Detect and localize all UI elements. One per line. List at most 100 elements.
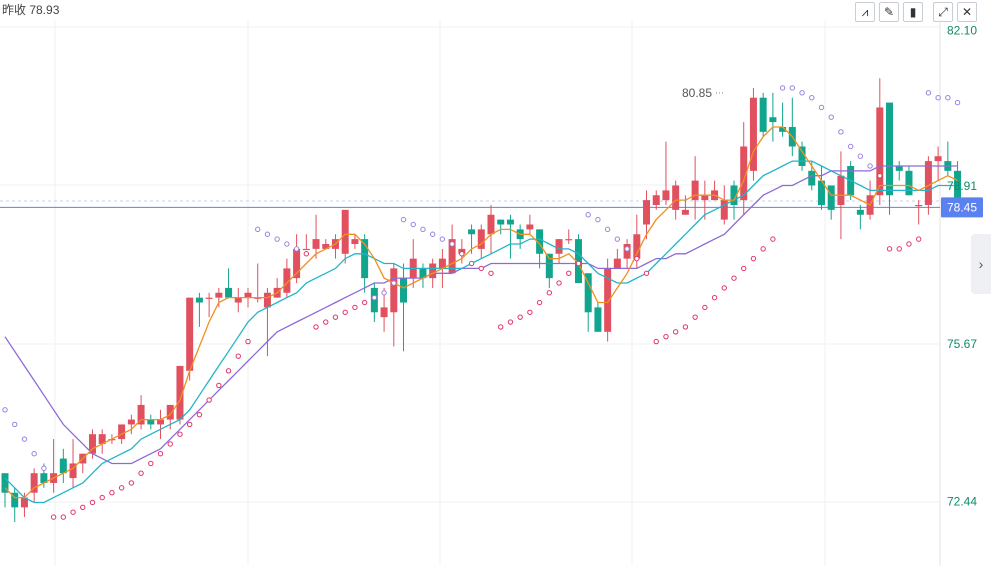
candle-body	[594, 307, 602, 332]
side-panel-toggle[interactable]: ›	[971, 234, 991, 294]
candle-body	[555, 239, 563, 254]
sar-dot	[604, 226, 611, 233]
sar-dot	[361, 299, 368, 306]
candle-body	[720, 200, 728, 220]
sar-dot	[721, 285, 727, 291]
y-tick-label: 82.10	[947, 23, 977, 37]
candle-body	[400, 278, 408, 303]
sar-dot	[779, 85, 786, 91]
sar-dot	[371, 294, 378, 301]
candle-body	[769, 117, 777, 123]
sar-dot	[896, 246, 902, 252]
candle-body	[429, 263, 437, 279]
candle-body	[390, 268, 398, 313]
candle-body	[924, 161, 932, 205]
sar-dot	[556, 280, 562, 286]
sar-dot	[585, 212, 591, 218]
candle-body	[643, 200, 651, 225]
sar-dot	[352, 304, 358, 311]
sar-dot	[138, 470, 144, 476]
candle-mode-button[interactable]: ▮	[903, 2, 923, 22]
sar-dot	[41, 465, 47, 472]
sar-dot	[80, 504, 86, 511]
sar-dot	[167, 441, 173, 447]
y-tick-label: 72.44	[947, 495, 977, 509]
candle-body	[681, 209, 689, 215]
candle-body	[487, 214, 495, 235]
sar-dot	[643, 270, 650, 276]
candle-body	[662, 190, 670, 201]
y-tick-label: 78.91	[947, 179, 977, 193]
sar-dot	[400, 216, 407, 223]
sar-dot	[148, 460, 154, 467]
candle-body	[312, 239, 320, 249]
sar-dot	[566, 270, 572, 276]
candle-body	[526, 224, 534, 230]
candle-body	[497, 219, 505, 225]
candle-body	[20, 497, 28, 508]
candle-body	[895, 165, 903, 171]
candle-body	[88, 434, 96, 454]
candle-body	[263, 292, 271, 308]
sar-dot	[284, 241, 290, 247]
candle-body	[817, 180, 825, 205]
sar-dot	[459, 251, 465, 257]
candle-body	[876, 107, 884, 196]
candle-body	[798, 146, 806, 166]
candle-body	[419, 268, 427, 279]
close-icon: ✕	[961, 5, 973, 19]
sar-dot	[915, 236, 922, 242]
sar-dot	[527, 309, 533, 315]
candle-body	[118, 424, 126, 440]
candle-body	[137, 404, 145, 425]
candlestick-icon: ▮	[909, 5, 917, 19]
candle-body	[613, 258, 621, 269]
draw-button[interactable]: ✎	[879, 2, 899, 22]
sar-dot	[809, 95, 815, 101]
sar-dot	[867, 163, 873, 169]
close-button[interactable]: ✕	[957, 2, 977, 22]
sar-dot	[50, 514, 57, 520]
candle-body	[1, 473, 9, 493]
candle-body	[176, 365, 184, 420]
sar-dot	[323, 319, 329, 325]
candle-body	[584, 273, 592, 313]
candle-body	[886, 102, 894, 196]
prev-close-label: 昨收 78.93	[2, 3, 60, 17]
sar-dot	[634, 255, 640, 262]
ma-mid-line	[4, 160, 958, 504]
candle-body	[779, 126, 787, 132]
candle-body	[98, 434, 106, 444]
sar-dot	[906, 241, 912, 247]
line-mode-button[interactable]: ⩘	[855, 2, 875, 22]
candle-body	[244, 292, 252, 298]
candle-body	[157, 419, 165, 425]
current-price-label: 78.45	[947, 200, 977, 214]
sar-dot	[381, 290, 387, 296]
expand-button[interactable]: ⤢	[933, 2, 953, 22]
y-tick-label: 75.67	[947, 337, 977, 351]
sar-dot	[206, 397, 212, 403]
sar-dot	[31, 450, 37, 457]
candle-body	[827, 185, 835, 210]
candle-body	[740, 146, 748, 201]
candle-body	[730, 185, 738, 205]
candle-body	[11, 492, 19, 508]
sar-dot	[420, 226, 426, 233]
sar-dot	[391, 280, 397, 286]
sar-dot	[293, 246, 300, 252]
sar-dot	[449, 241, 455, 247]
sar-dot	[886, 246, 893, 252]
sar-dot	[429, 231, 436, 237]
sar-dot	[177, 431, 183, 437]
sar-dot	[216, 382, 222, 389]
sar-dot	[186, 421, 193, 428]
sar-dot	[498, 324, 504, 330]
candle-body	[652, 195, 660, 205]
sar-dot	[945, 95, 951, 101]
sar-dot	[478, 265, 484, 272]
candle-body	[759, 97, 767, 132]
expand-icon: ⤢	[938, 4, 948, 19]
sar-dots	[2, 85, 961, 520]
